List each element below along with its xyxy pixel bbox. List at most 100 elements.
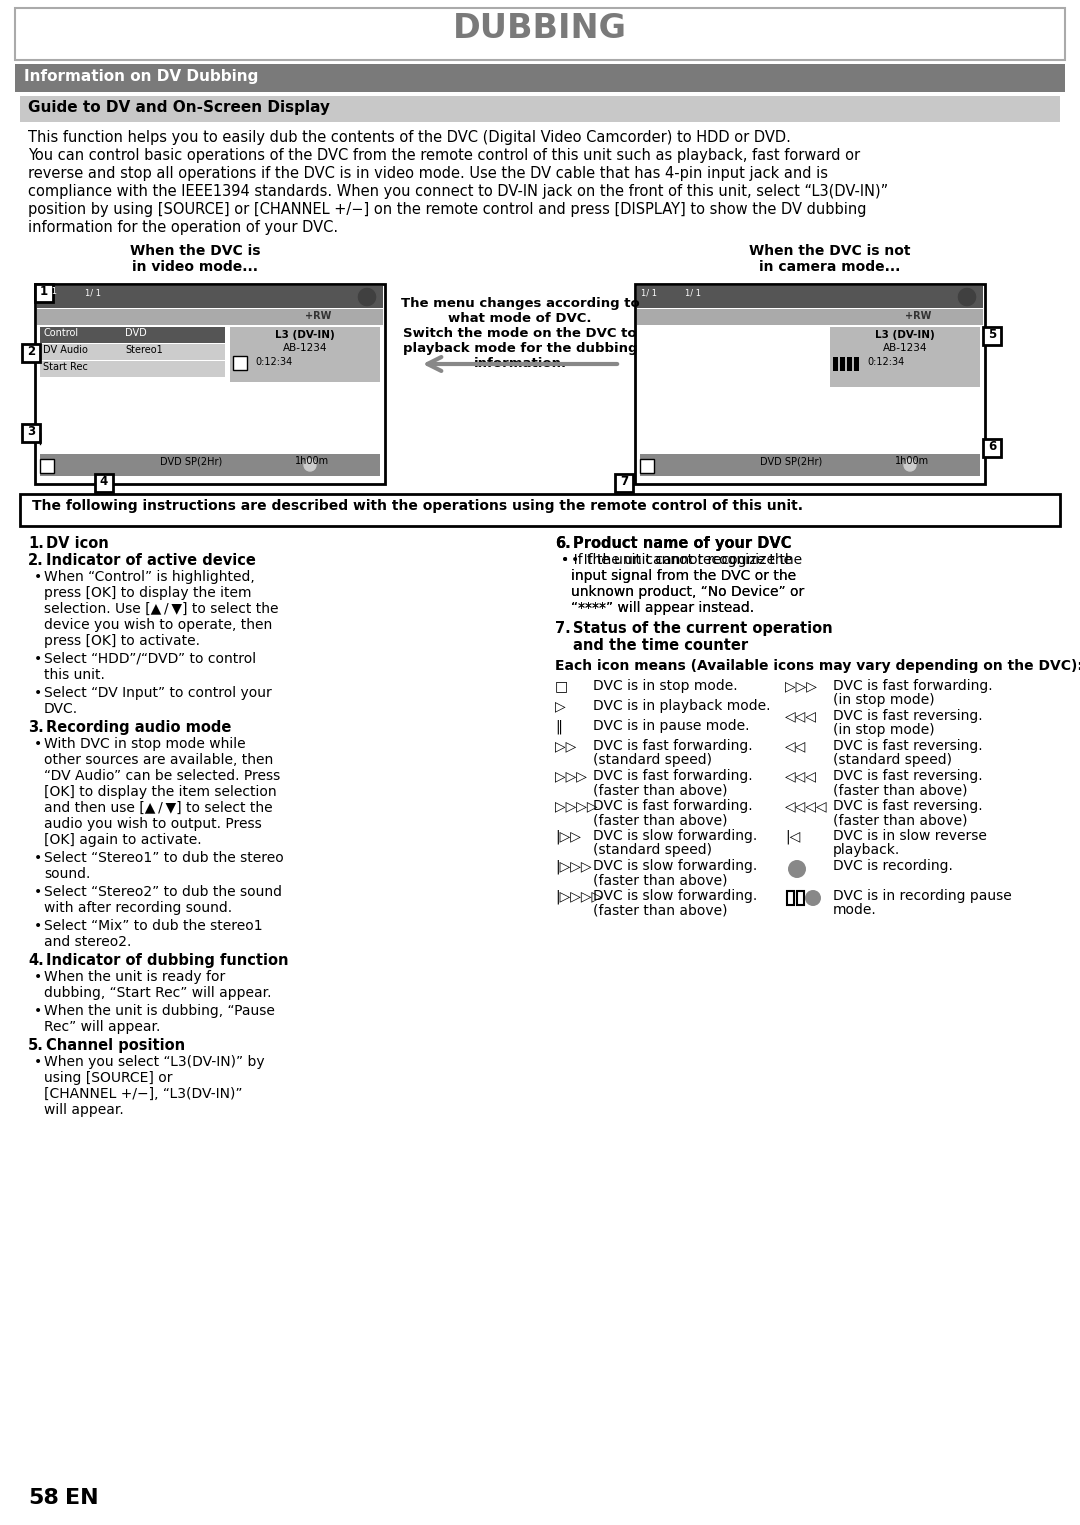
Text: DVC is in slow reverse: DVC is in slow reverse — [833, 830, 987, 843]
Text: Select “HDD”/“DVD” to control: Select “HDD”/“DVD” to control — [44, 653, 256, 666]
Text: (faster than above): (faster than above) — [593, 872, 728, 888]
Text: DVC is fast forwarding.: DVC is fast forwarding. — [593, 769, 753, 782]
Text: input signal from the DVC or the: input signal from the DVC or the — [571, 569, 796, 583]
Text: •: • — [33, 970, 42, 984]
Text: (faster than above): (faster than above) — [593, 903, 728, 917]
Text: |◁: |◁ — [785, 830, 800, 843]
Text: ◁◁◁: ◁◁◁ — [785, 769, 816, 782]
Text: You can control basic operations of the DVC from the remote control of this unit: You can control basic operations of the … — [28, 148, 860, 163]
Bar — [854, 357, 859, 371]
Text: Rec” will appear.: Rec” will appear. — [44, 1020, 160, 1034]
Text: DV Audio: DV Audio — [43, 345, 87, 355]
Text: 2.: 2. — [28, 554, 44, 567]
Bar — [233, 355, 247, 371]
Text: •: • — [561, 554, 569, 567]
Text: Select “Mix” to dub the stereo1: Select “Mix” to dub the stereo1 — [44, 920, 262, 933]
Text: dubbing, “Start Rec” will appear.: dubbing, “Start Rec” will appear. — [44, 987, 271, 1000]
Text: DVC is fast reversing.: DVC is fast reversing. — [833, 740, 983, 753]
Text: 1h00m: 1h00m — [895, 456, 929, 467]
Text: Product name of your DVC: Product name of your DVC — [573, 535, 792, 551]
Text: ◁◁: ◁◁ — [785, 740, 807, 753]
Text: Select “DV Input” to control your: Select “DV Input” to control your — [44, 686, 272, 700]
Text: 5.: 5. — [28, 1039, 44, 1052]
Bar — [40, 345, 225, 360]
Text: 1h00m: 1h00m — [295, 456, 329, 467]
Text: 1/ 1: 1/ 1 — [685, 288, 701, 297]
Bar — [230, 326, 380, 381]
Text: •: • — [33, 570, 42, 584]
Text: |▷▷▷: |▷▷▷ — [555, 859, 592, 874]
Text: • If the unit cannot recognize the: • If the unit cannot recognize the — [571, 554, 802, 567]
Text: 7.: 7. — [555, 621, 570, 636]
Text: •: • — [33, 1003, 42, 1019]
Text: L3 (DV-IN): L3 (DV-IN) — [275, 329, 335, 340]
Text: with after recording sound.: with after recording sound. — [44, 901, 232, 915]
Text: (standard speed): (standard speed) — [593, 843, 712, 857]
Text: other sources are available, then: other sources are available, then — [44, 753, 273, 767]
Text: (in stop mode): (in stop mode) — [833, 723, 934, 737]
Text: compliance with the IEEE1394 standards. When you connect to DV-IN jack on the fr: compliance with the IEEE1394 standards. … — [28, 185, 888, 198]
Text: 6.: 6. — [555, 535, 570, 551]
Text: press [OK] to display the item: press [OK] to display the item — [44, 586, 252, 599]
Text: DVC is slow forwarding.: DVC is slow forwarding. — [593, 830, 757, 843]
Text: [OK] to display the item selection: [OK] to display the item selection — [44, 785, 276, 799]
Text: Select “Stereo2” to dub the sound: Select “Stereo2” to dub the sound — [44, 884, 282, 900]
Text: and the time counter: and the time counter — [573, 637, 748, 653]
Text: 0:12:34: 0:12:34 — [867, 357, 904, 368]
Text: Control: Control — [43, 328, 78, 339]
Text: DVC is in pause mode.: DVC is in pause mode. — [593, 718, 750, 734]
Bar — [983, 439, 1001, 458]
Text: ◁◁◁: ◁◁◁ — [785, 709, 816, 723]
Text: 1: 1 — [40, 285, 49, 297]
Text: ▷▷▷: ▷▷▷ — [785, 679, 816, 692]
Bar — [21, 96, 1059, 122]
Text: (faster than above): (faster than above) — [593, 813, 728, 827]
Text: 2: 2 — [27, 345, 35, 358]
Text: •: • — [33, 851, 42, 865]
Circle shape — [904, 459, 916, 471]
Text: •: • — [33, 653, 42, 666]
Text: DVC is recording.: DVC is recording. — [833, 859, 953, 872]
Text: unknown product, “No Device” or: unknown product, “No Device” or — [571, 586, 805, 599]
Bar — [37, 310, 383, 325]
Text: 4: 4 — [99, 474, 108, 488]
Text: The following instructions are described with the operations using the remote co: The following instructions are described… — [32, 499, 804, 512]
Text: 3: 3 — [27, 425, 35, 438]
Text: •: • — [33, 686, 42, 700]
Text: DVD: DVD — [125, 328, 147, 339]
Text: and then use [▲ / ▼] to select the: and then use [▲ / ▼] to select the — [44, 801, 272, 814]
Bar — [787, 891, 794, 904]
Text: DVC is in playback mode.: DVC is in playback mode. — [593, 698, 770, 714]
Text: 6.: 6. — [555, 535, 570, 551]
Text: playback.: playback. — [833, 843, 901, 857]
Bar — [637, 310, 983, 325]
Text: input signal from the DVC or the: input signal from the DVC or the — [571, 569, 796, 583]
Bar — [15, 64, 1065, 91]
Text: 0:12:34: 0:12:34 — [255, 357, 293, 368]
Text: When “Control” is highlighted,: When “Control” is highlighted, — [44, 570, 255, 584]
Bar — [40, 361, 225, 377]
Text: Indicator of dubbing function: Indicator of dubbing function — [46, 953, 288, 968]
Text: With DVC in stop mode while: With DVC in stop mode while — [44, 737, 245, 750]
Text: Guide to DV and On-Screen Display: Guide to DV and On-Screen Display — [28, 101, 330, 114]
Text: (standard speed): (standard speed) — [593, 753, 712, 767]
Text: Channel position: Channel position — [46, 1039, 185, 1052]
Text: reverse and stop all operations if the DVC is in video mode. Use the DV cable th: reverse and stop all operations if the D… — [28, 166, 828, 181]
Text: +RW: +RW — [905, 311, 931, 320]
Text: (standard speed): (standard speed) — [833, 753, 951, 767]
Bar — [615, 474, 633, 493]
Circle shape — [805, 891, 821, 906]
Text: [OK] again to activate.: [OK] again to activate. — [44, 833, 202, 846]
Text: •: • — [33, 920, 42, 933]
Bar — [833, 357, 838, 371]
Text: ▷▷▷: ▷▷▷ — [555, 769, 586, 782]
Text: L3 (DV-IN): L3 (DV-IN) — [875, 329, 935, 340]
Text: Select “Stereo1” to dub the stereo: Select “Stereo1” to dub the stereo — [44, 851, 284, 865]
Text: DUBBING: DUBBING — [453, 12, 627, 46]
Text: 1/ 1: 1/ 1 — [642, 288, 657, 297]
Text: (faster than above): (faster than above) — [833, 782, 968, 798]
Text: DVC is slow forwarding.: DVC is slow forwarding. — [593, 889, 757, 903]
Text: Stereo1: Stereo1 — [125, 345, 163, 355]
Bar — [15, 8, 1065, 59]
Circle shape — [357, 287, 377, 307]
